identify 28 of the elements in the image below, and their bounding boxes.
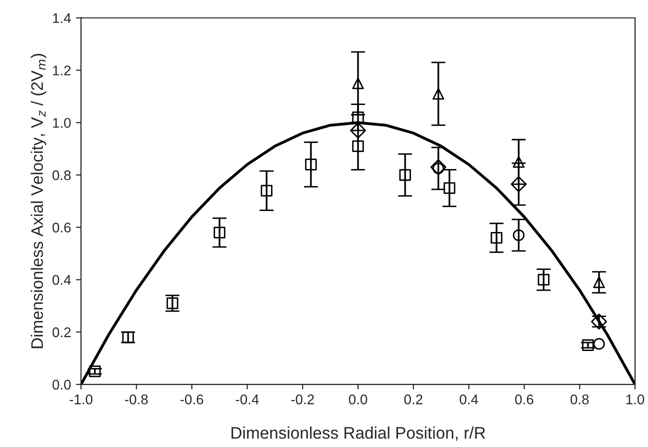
x-tick-label: 0.6: [515, 394, 534, 404]
y-tick-label: 0.8: [52, 170, 71, 180]
point: [430, 159, 446, 176]
x-tick-label: 0.8: [570, 394, 589, 404]
point: [593, 276, 605, 288]
x-tick-label: 1.0: [626, 394, 644, 404]
point: [432, 88, 444, 100]
point: [510, 176, 527, 192]
x-tick-label: -1.0: [70, 394, 92, 404]
point: [352, 77, 364, 90]
x-tick-label: -0.6: [180, 394, 204, 404]
y-tick-label: 0.6: [52, 222, 71, 232]
x-tick-label: -0.8: [125, 394, 148, 404]
x-tick-label: 0.2: [404, 394, 422, 404]
y-tick-label: 1.4: [53, 13, 71, 23]
y-tick-label: 1.0: [53, 118, 71, 128]
y-tick-label: 0.0: [52, 380, 71, 390]
point: [512, 156, 525, 168]
x-tick-label: 0.0: [348, 394, 368, 404]
x-tick-label: 0.4: [460, 394, 478, 404]
y-axis-title: Dimensionless Axial Velocity, V$_{z}$ / (2V$_{m}$): [30, 54, 46, 348]
y-tick-label: 1.2: [53, 66, 71, 76]
x-axis-title: Dimensionless Radial Position, r/R: [232, 426, 486, 441]
x-tick-label: -0.4: [236, 394, 259, 404]
x-tick-label: -0.2: [291, 394, 314, 404]
y-tick-label: 0.4: [52, 275, 71, 285]
point: [350, 122, 366, 138]
y-tick-label: 0.2: [52, 327, 71, 338]
